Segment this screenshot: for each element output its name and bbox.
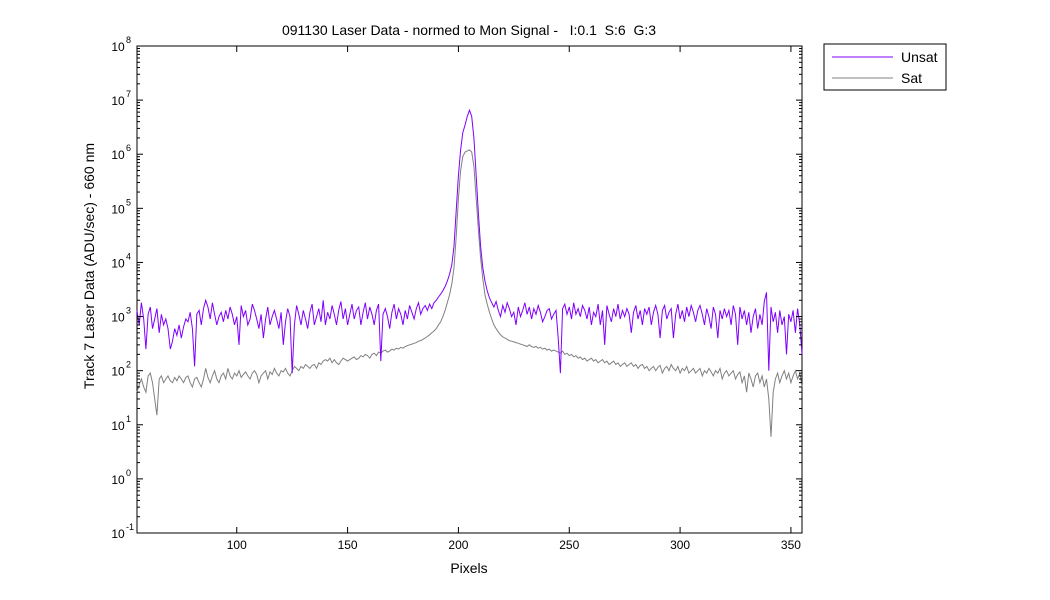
y-tick-exponent: 4 bbox=[126, 251, 131, 261]
y-tick-label: 10 bbox=[111, 419, 125, 433]
y-tick-exponent: 3 bbox=[126, 306, 131, 316]
y-tick-label: 10 bbox=[111, 365, 125, 379]
x-tick-label: 100 bbox=[227, 538, 247, 552]
y-tick-exponent: 2 bbox=[126, 360, 131, 370]
x-tick-label: 350 bbox=[781, 538, 801, 552]
y-tick-label: 10 bbox=[111, 256, 125, 270]
legend-box bbox=[823, 43, 947, 91]
y-tick-exponent: 1 bbox=[126, 414, 131, 424]
chart-title: 091130 Laser Data - normed to Mon Signal… bbox=[282, 22, 656, 38]
y-tick-label: 10 bbox=[111, 202, 125, 216]
y-tick-label: 10 bbox=[111, 473, 125, 487]
x-tick-label: 250 bbox=[559, 538, 579, 552]
x-tick-label: 200 bbox=[448, 538, 468, 552]
x-axis-ticks: 100 150 200 250 300 350 bbox=[227, 46, 801, 552]
y-tick-label: 10 bbox=[111, 148, 125, 162]
y-tick-exponent: 8 bbox=[126, 35, 131, 45]
y-tick-label: 10 bbox=[111, 94, 125, 108]
y-tick-label: 10 bbox=[111, 40, 125, 54]
y-tick-exponent: 5 bbox=[126, 197, 131, 207]
legend-label-sat: Sat bbox=[901, 70, 922, 86]
y-tick-label: 10 bbox=[111, 311, 125, 325]
x-tick-label: 300 bbox=[670, 538, 690, 552]
series-lines bbox=[136, 108, 803, 437]
plot-area bbox=[136, 45, 803, 534]
y-axis-label: Track 7 Laser Data (ADU/sec) - 660 nm bbox=[81, 143, 97, 389]
y-tick-exponent: 0 bbox=[126, 468, 131, 478]
series-line-sat bbox=[136, 149, 803, 437]
y-tick-exponent: 6 bbox=[126, 143, 131, 153]
legend-label-unsat: Unsat bbox=[901, 49, 938, 65]
series-line-unsat bbox=[136, 108, 803, 374]
x-tick-label: 150 bbox=[338, 538, 358, 552]
y-tick-exponent: 7 bbox=[126, 89, 131, 99]
legend: Unsat Sat bbox=[823, 43, 947, 91]
y-tick-label: 10 bbox=[111, 527, 125, 541]
y-tick-exponent: -1 bbox=[126, 522, 134, 532]
x-axis-label: Pixels bbox=[450, 560, 487, 576]
